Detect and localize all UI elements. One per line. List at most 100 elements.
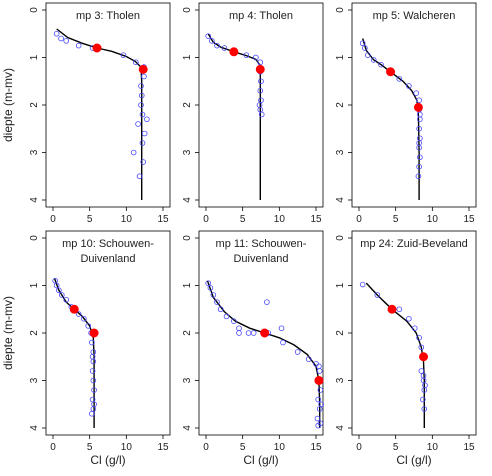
observation-point — [91, 401, 97, 408]
observation-point — [63, 296, 69, 303]
y-tick-label: 3 — [335, 377, 346, 383]
observation-point — [210, 292, 217, 298]
y-tick-label: 0 — [182, 7, 193, 13]
observation-point — [139, 111, 146, 118]
observation-point — [416, 125, 422, 132]
observation-point — [416, 334, 422, 341]
y-tick-label: 3 — [29, 377, 40, 383]
observation-point — [396, 76, 403, 82]
highlight-point — [138, 64, 148, 74]
observation-point — [370, 57, 377, 63]
observation-point — [58, 292, 65, 298]
x-tick-label: 15 — [310, 442, 322, 453]
observation-point — [280, 339, 286, 346]
panel-1: mp 3: Tholen 0 5 10 15 0 1 2 3 4 diepte (m-mv) — [1, 2, 171, 225]
observation-point — [362, 45, 368, 51]
y-tick-label: 2 — [29, 330, 40, 336]
y-tick-label: 1 — [182, 54, 193, 60]
highlight-point — [255, 64, 265, 74]
observation-point — [120, 52, 127, 58]
observation-point — [421, 406, 428, 412]
observation-point — [81, 315, 87, 322]
x-tick-label: 15 — [157, 442, 169, 453]
x-tick-label: 0 — [50, 214, 56, 225]
observation-point — [422, 382, 428, 389]
y-tick-label: 2 — [182, 102, 193, 108]
observation-point — [53, 282, 60, 289]
y-tick-label: 3 — [182, 377, 193, 383]
y-tick-label: 1 — [29, 282, 40, 288]
observation-point — [130, 149, 137, 156]
observation-point — [141, 130, 148, 137]
observation-point — [257, 59, 264, 66]
y-axis-label: diepte (m-mv) — [1, 296, 15, 370]
panel-title: mp 5: Walcheren — [373, 10, 456, 22]
y-tick-label: 2 — [335, 102, 346, 108]
observation-point — [85, 323, 91, 329]
y-tick-label: 1 — [335, 282, 346, 288]
observation-point — [257, 87, 264, 94]
y-tick-label: 3 — [182, 149, 193, 155]
observation-point — [418, 344, 425, 351]
panel-2: mp 4: Tholen 0 5 10 15 0 1 2 3 4 — [182, 2, 324, 225]
observation-point — [236, 325, 242, 332]
x-tick-label: 10 — [121, 442, 133, 453]
panel-title: mp 11: Schouwen- — [216, 238, 307, 250]
observation-point — [245, 330, 252, 336]
observation-point — [411, 325, 418, 332]
highlight-point — [229, 47, 239, 57]
panel-5: mp 11: Schouwen- Duivenland 0 5 10 15 0 1 2 3 4 Cl … — [182, 230, 324, 467]
observation-point — [214, 42, 220, 49]
fit-curve — [365, 282, 425, 428]
fit-curve — [56, 28, 143, 200]
x-tick-label: 5 — [393, 214, 399, 225]
observation-point — [89, 368, 96, 374]
y-tick-label: 4 — [182, 197, 193, 203]
observation-point — [413, 90, 420, 96]
observation-point — [205, 280, 212, 286]
y-tick-label: 1 — [182, 282, 193, 288]
observation-point — [209, 38, 215, 44]
observation-point — [374, 292, 381, 298]
observation-point — [135, 121, 141, 127]
x-tick-label: 10 — [427, 214, 439, 225]
x-tick-label: 5 — [393, 442, 399, 453]
highlight-point — [413, 102, 423, 112]
observation-point — [75, 311, 82, 317]
observation-point — [138, 92, 145, 99]
observation-point — [406, 315, 412, 322]
highlight-point — [89, 328, 99, 338]
x-tick-label: 10 — [274, 442, 286, 453]
x-tick-label: 5 — [87, 442, 93, 453]
x-tick-label: 0 — [203, 442, 209, 453]
highlight-point — [419, 352, 429, 362]
x-tick-label: 0 — [203, 214, 209, 225]
panel-4: mp 10: Schouwen- Duivenland 0 5 10 15 0 1 2 3 4 Cl … — [1, 230, 171, 467]
observation-point — [58, 35, 64, 42]
panel-3: mp 5: Walcheren 0 5 10 15 0 1 2 3 4 — [335, 2, 477, 225]
x-tick-label: 10 — [427, 442, 439, 453]
observation-point — [205, 33, 212, 39]
panel-title: mp 24: Zuid-Beveland — [360, 238, 468, 250]
y-tick-label: 0 — [335, 235, 346, 241]
observation-point — [56, 287, 62, 294]
fit-curve — [206, 280, 321, 428]
y-tick-label: 3 — [29, 149, 40, 155]
observation-point — [316, 363, 322, 370]
observation-point — [214, 299, 220, 305]
observation-point — [417, 111, 423, 118]
observation-point — [258, 78, 264, 85]
observation-point — [250, 330, 257, 336]
y-axis-label: diepte (m-mv) — [1, 68, 15, 142]
y-tick-label: 4 — [29, 425, 40, 431]
observation-point — [140, 159, 147, 165]
x-tick-label: 10 — [121, 214, 133, 225]
observation-point — [318, 401, 324, 408]
observation-point — [144, 116, 150, 123]
observation-point — [133, 59, 139, 66]
highlight-point — [314, 376, 324, 385]
panel-6: mp 24: Zuid-Beveland 0 5 10 15 0 1 2 3 4 Cl (g/l) — [335, 230, 477, 467]
observation-point — [315, 422, 322, 429]
observation-point — [317, 387, 324, 393]
